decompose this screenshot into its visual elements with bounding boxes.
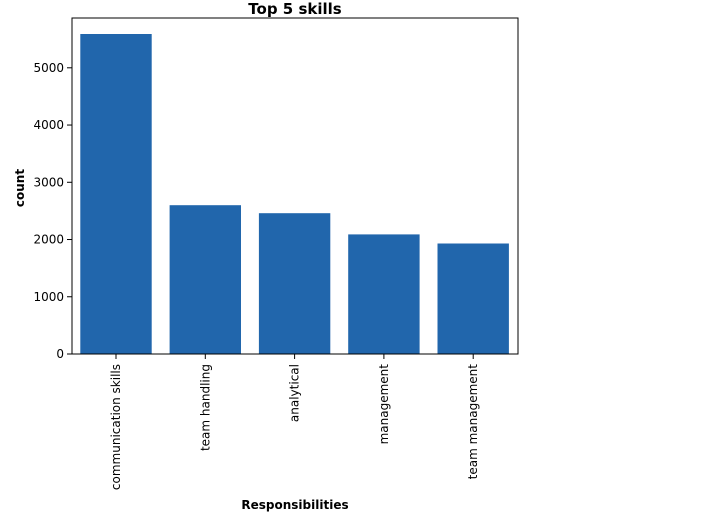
x-tick-label-1: team handling xyxy=(198,364,212,451)
y-axis-ticks: 0 1000 2000 3000 4000 5000 xyxy=(33,61,72,361)
x-tick-label-0: communication skills xyxy=(109,364,123,490)
bar-2 xyxy=(258,213,331,354)
y-tick-label-0: 0 xyxy=(56,347,64,361)
y-tick-label-5: 5000 xyxy=(33,61,64,75)
bar-3 xyxy=(348,234,420,354)
x-tick-label-3: management xyxy=(377,364,391,445)
y-tick-label-3: 3000 xyxy=(33,175,64,189)
bar-0 xyxy=(80,34,152,354)
x-axis-ticks: communication skills team handling analyti… xyxy=(109,354,480,490)
y-tick-label-4: 4000 xyxy=(33,118,64,132)
y-axis-label: count xyxy=(13,169,27,207)
y-tick-label-1: 1000 xyxy=(33,290,64,304)
x-tick-label-4: team management xyxy=(466,364,480,480)
x-axis-label: Responsibilities xyxy=(241,498,348,512)
bar-1 xyxy=(169,205,241,354)
bars-layer xyxy=(80,34,509,354)
chart-title: Top 5 skills xyxy=(248,0,341,18)
x-tick-label-2: analytical xyxy=(288,364,302,422)
bar-4 xyxy=(437,243,509,354)
y-tick-label-2: 2000 xyxy=(33,233,64,247)
